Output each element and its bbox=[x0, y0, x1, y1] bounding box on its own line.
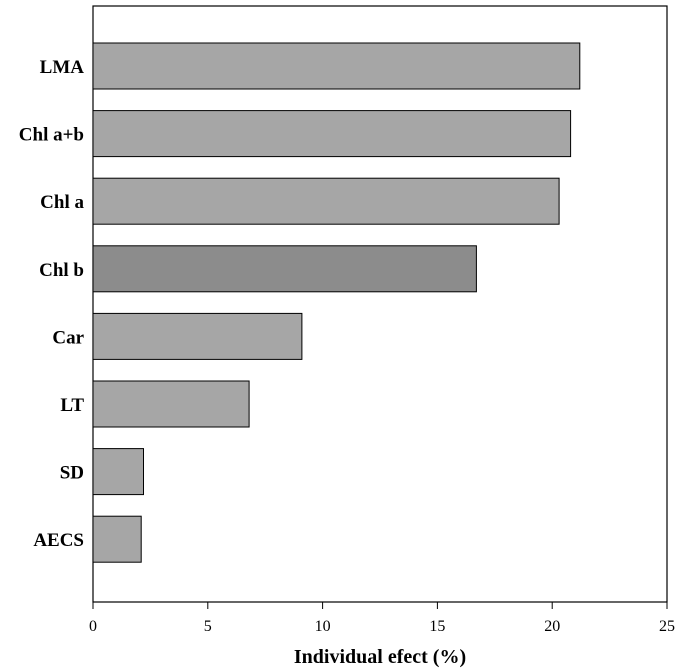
bars-group bbox=[92, 42, 581, 563]
x-tick-label-25: 25 bbox=[659, 618, 675, 635]
x-axis-ticks: 0 5 10 15 20 25 bbox=[89, 602, 675, 635]
bar-car bbox=[92, 312, 303, 360]
category-label-lma: LMA bbox=[40, 57, 85, 78]
plot-frame bbox=[92, 5, 668, 603]
x-tick-label-15: 15 bbox=[429, 618, 445, 635]
bar-sd bbox=[92, 448, 144, 496]
category-labels: LMA Chl a+b Chl a Chl b Car LT SD AECS bbox=[19, 57, 85, 551]
category-label-aecs: AECS bbox=[33, 530, 84, 551]
x-tick-label-20: 20 bbox=[544, 618, 560, 635]
x-tick-label-10: 10 bbox=[315, 618, 331, 635]
category-label-chl-a-b: Chl a+b bbox=[19, 125, 84, 146]
x-tick-label-0: 0 bbox=[89, 618, 97, 635]
x-tick-label-5: 5 bbox=[204, 618, 212, 635]
bar-aecs bbox=[92, 515, 142, 563]
bar-lma bbox=[92, 42, 581, 90]
bar-lt bbox=[92, 380, 250, 428]
category-label-lt: LT bbox=[60, 395, 84, 416]
category-label-sd: SD bbox=[60, 463, 84, 484]
x-axis-title: Individual efect (%) bbox=[294, 646, 466, 668]
bar-chl-a-b bbox=[92, 110, 572, 158]
category-label-chl-a: Chl a bbox=[40, 192, 84, 213]
category-label-car: Car bbox=[52, 327, 84, 348]
bar-chl-b bbox=[92, 245, 477, 293]
category-label-chl-b: Chl b bbox=[39, 260, 84, 281]
bar-chl-a bbox=[92, 177, 560, 225]
